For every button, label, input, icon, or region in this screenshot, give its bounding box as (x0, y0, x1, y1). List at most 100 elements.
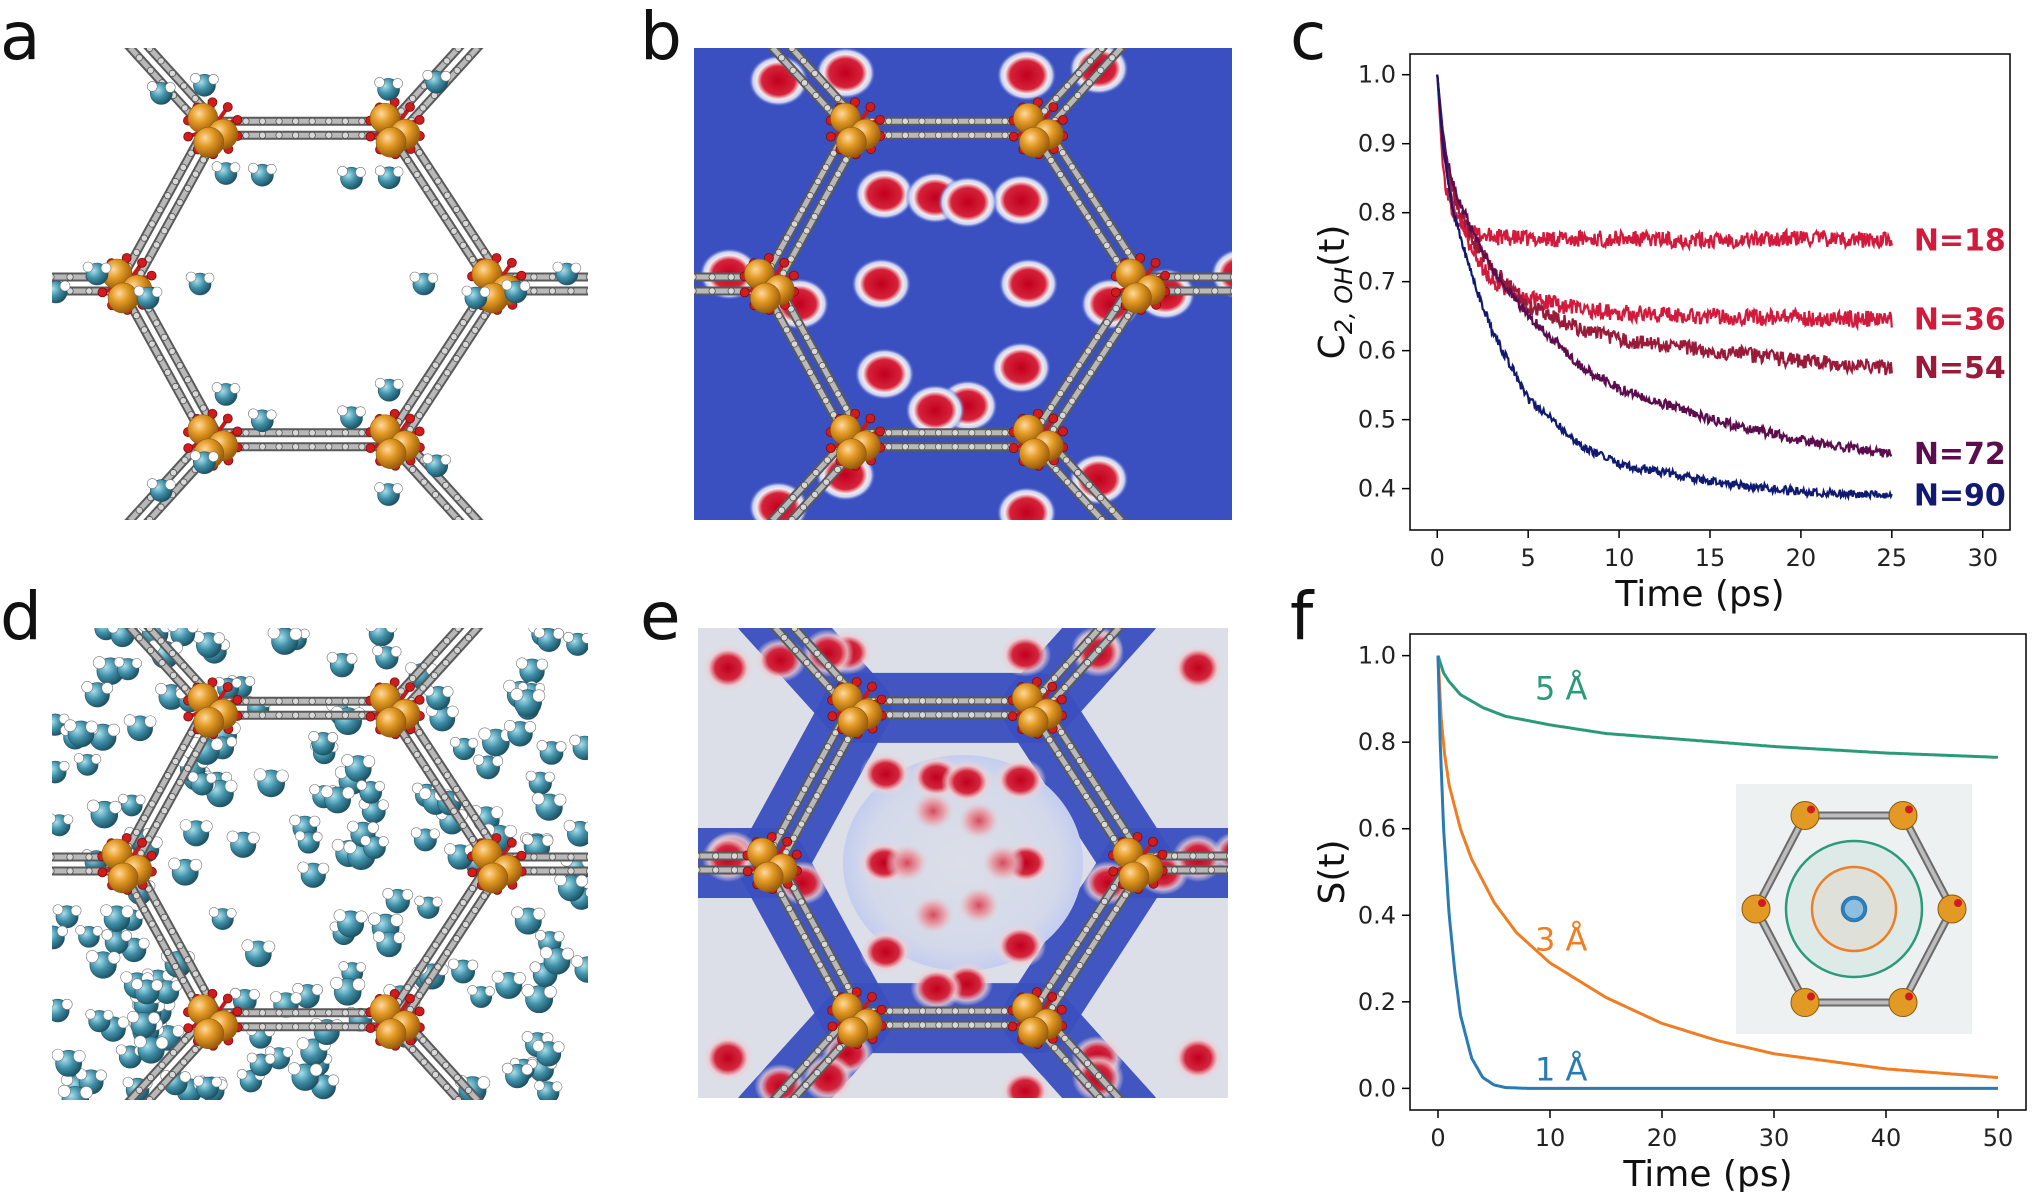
carbon-atom (918, 1021, 927, 1029)
inset-oxygen-atom (1758, 899, 1766, 907)
y-axis-label: C2, OH(t) (1312, 225, 1358, 360)
carbon-atom (157, 503, 165, 511)
water-hydrogen (446, 705, 459, 718)
carbon-atom (242, 131, 250, 139)
inset-metal-atom (1790, 988, 1820, 1018)
carbon-atom (1085, 947, 1093, 956)
oxygen-atom (467, 867, 478, 878)
carbon-atom (242, 1023, 250, 1031)
carbon-atom (85, 287, 93, 295)
carbon-atom (146, 628, 154, 632)
carbon-atom (830, 411, 838, 419)
carbon-atom (811, 69, 819, 78)
inset-oxygen-atom (1905, 805, 1913, 814)
density-peak (996, 49, 1057, 102)
carbon-atom (1075, 361, 1083, 369)
carbon-atom (242, 117, 250, 125)
carbon-atom (308, 711, 316, 719)
inset-linker-highlight (1901, 814, 1954, 910)
water-hydrogen (503, 679, 517, 693)
water-hydrogen (429, 828, 440, 840)
carbon-atom (984, 711, 992, 719)
carbon-atom (148, 340, 156, 348)
water-hydrogen (52, 999, 54, 1008)
water-hydrogen (309, 784, 321, 795)
density-peak (991, 341, 1052, 394)
water-hydrogen (553, 931, 565, 942)
carbon-atom (147, 66, 155, 74)
carbon-atom (404, 736, 412, 744)
carbon-atom (934, 429, 943, 437)
carbon-atom (52, 867, 55, 875)
carbon-atom (157, 57, 165, 65)
carbon-atom (1000, 697, 1009, 705)
carbon-atom (826, 376, 834, 384)
series-label: 1 Å (1535, 1050, 1588, 1088)
carbon-atom (1073, 1069, 1081, 1077)
carbon-atom (462, 799, 470, 808)
water-hydrogen (92, 656, 106, 670)
x-tick-label: 0 (1430, 1124, 1445, 1152)
water-hydrogen (61, 998, 73, 1010)
carbon-atom (812, 469, 820, 477)
panel-letter-e: e (640, 578, 681, 655)
carbon-atom (169, 1049, 178, 1057)
oxygen-atom (405, 682, 415, 692)
carbon-atom (459, 319, 467, 327)
oxygen-atom (865, 413, 876, 424)
carbon-atom (1112, 905, 1120, 913)
carbon-atom (431, 1070, 440, 1079)
carbon-atom (452, 935, 461, 943)
y-tick-label: 0.4 (1358, 475, 1396, 503)
water-hydrogen (392, 483, 403, 494)
inset-probe-molecule (1843, 898, 1865, 920)
carbon-atom (443, 1083, 451, 1091)
water-hydrogen (117, 1016, 130, 1029)
water-hydrogen (337, 405, 348, 417)
carbon-atom (199, 156, 207, 164)
carbon-atom (1098, 516, 1106, 520)
carbon-atom (464, 1086, 473, 1094)
water-hydrogen (516, 657, 528, 670)
carbon-atom (1046, 982, 1054, 990)
carbon-atom (822, 163, 830, 171)
carbon-atom (434, 383, 442, 391)
water-hydrogen (525, 770, 537, 782)
carbon-atom (801, 933, 809, 941)
carbon-atom (951, 711, 959, 719)
oxygen-atom (865, 102, 876, 112)
series-line (1436, 74, 1893, 458)
water-hydrogen (440, 70, 452, 82)
carbon-atom (66, 867, 74, 875)
water-hydrogen (122, 1076, 134, 1088)
carbon-atom (454, 48, 462, 52)
metal-atom (752, 861, 784, 893)
inset-oxygen-atom (1807, 805, 1815, 814)
carbon-atom (1110, 835, 1118, 843)
carbon-atom (443, 771, 451, 779)
carbon-atom (799, 503, 808, 511)
inset-metal-atom (1888, 800, 1918, 830)
panel-letter-a: a (0, 0, 41, 75)
water-hydrogen (224, 779, 238, 793)
carbon-atom (1000, 1021, 1009, 1029)
oxygen-atom (183, 1023, 194, 1034)
carbon-atom (1097, 494, 1105, 502)
density-peak (999, 1069, 1052, 1098)
carbon-atom (1096, 355, 1104, 363)
oxygen-atom (875, 114, 885, 125)
water-hydrogen (575, 874, 588, 888)
y-axis-label: S(t) (1312, 839, 1353, 904)
carbon-atom (156, 206, 164, 214)
water-hydrogen (532, 689, 546, 703)
carbon-atom (422, 375, 430, 383)
carbon-atom (419, 1036, 427, 1044)
oxygen-atom (414, 426, 425, 437)
water-hydrogen (362, 755, 376, 768)
water-hydrogen (444, 843, 457, 856)
carbon-atom (951, 131, 959, 139)
water-hydrogen (409, 271, 421, 283)
carbon-atom (789, 66, 797, 74)
carbon-atom (1095, 1094, 1104, 1098)
carbon-atom (180, 1058, 188, 1066)
